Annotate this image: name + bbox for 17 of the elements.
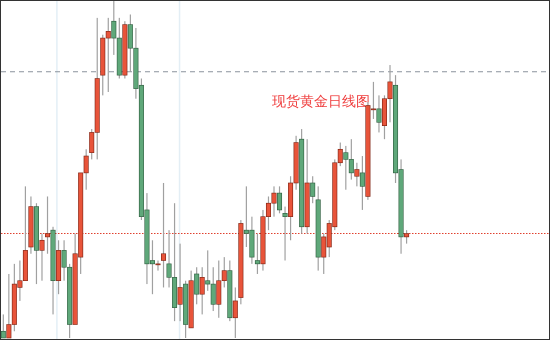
candlestick: [376, 94, 382, 134]
candlestick: [282, 206, 288, 262]
candlestick: [161, 182, 166, 288]
candlestick: [354, 162, 360, 187]
candlestick: [0, 314, 6, 339]
candlestick: [404, 230, 410, 244]
candlestick: [277, 186, 282, 214]
candlestick: [45, 196, 50, 254]
candlestick: [178, 243, 183, 322]
candlestick: [232, 286, 238, 339]
candlestick: [254, 232, 260, 275]
candlestick: [39, 232, 44, 282]
candlestick: [155, 260, 160, 272]
candlestick: [194, 266, 200, 305]
candlestick: [200, 266, 205, 316]
candlestick: [310, 176, 316, 204]
candlestick: [360, 155, 365, 211]
